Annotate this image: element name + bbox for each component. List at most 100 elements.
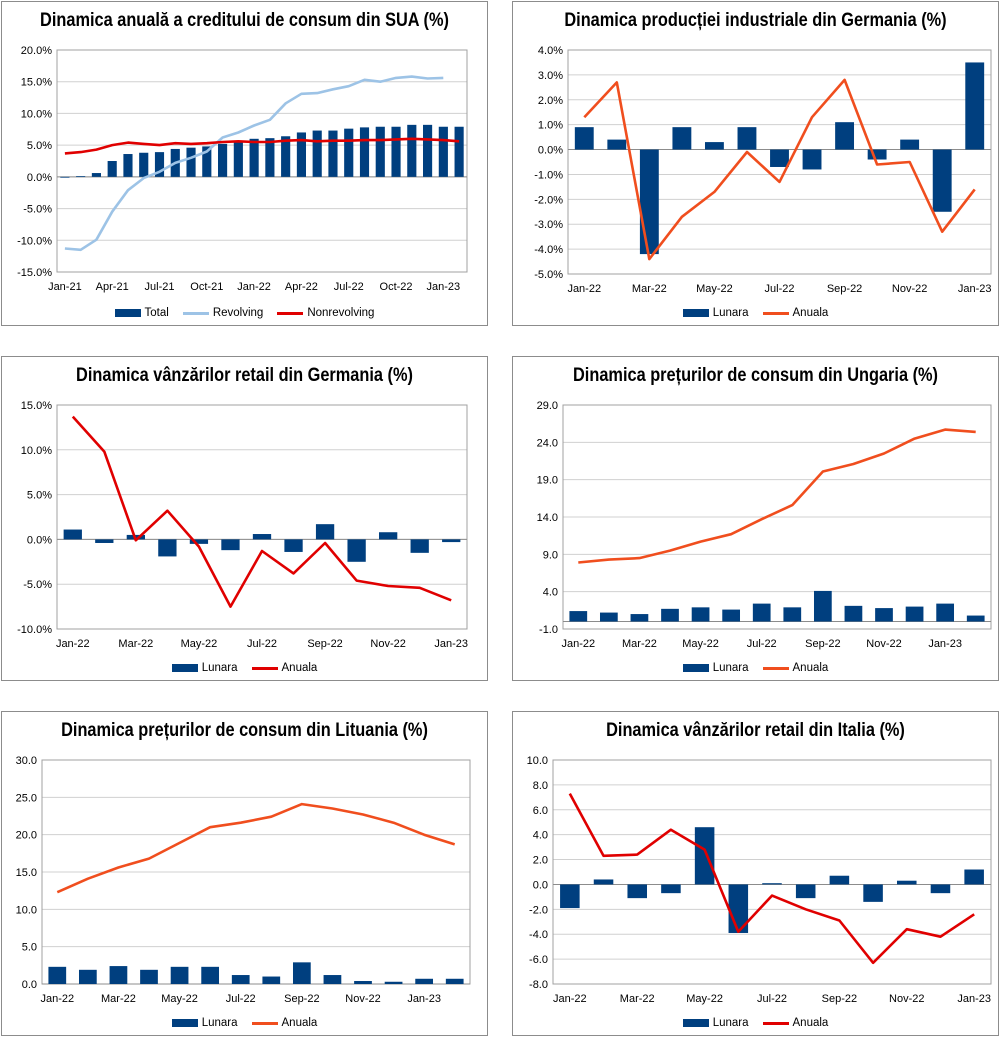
bar xyxy=(384,981,403,984)
bar xyxy=(593,879,614,885)
plot-area xyxy=(56,404,468,630)
x-tick-label: Sep-22 xyxy=(805,638,840,650)
y-tick-label: -6.0 xyxy=(529,954,548,966)
bar xyxy=(569,611,588,622)
bar xyxy=(284,539,303,552)
y-tick-label: 4.0 xyxy=(543,587,558,599)
bar xyxy=(218,143,228,177)
x-tick-label: Nov-22 xyxy=(345,993,380,1005)
bar xyxy=(966,615,985,622)
bar xyxy=(379,532,398,540)
x-tick-label: Sep-22 xyxy=(822,993,857,1005)
legend-item-revolving: Revolving xyxy=(182,307,263,319)
bar xyxy=(202,146,212,177)
bar xyxy=(170,966,189,984)
y-tick-label: 20.0% xyxy=(21,45,52,57)
legend-item-anuala: Anuala xyxy=(762,662,828,674)
x-tick-label: May-22 xyxy=(181,638,218,650)
y-tick-label: 10.0% xyxy=(21,445,52,457)
bar xyxy=(905,606,924,622)
x-tick-label: Nov-22 xyxy=(892,283,927,295)
x-tick-label: Nov-22 xyxy=(866,638,901,650)
legend-label: Lunara xyxy=(712,307,749,319)
bar xyxy=(315,524,335,540)
bar xyxy=(312,130,322,177)
bar xyxy=(407,124,417,177)
bar xyxy=(48,966,67,984)
legend-item-total: Total xyxy=(114,307,169,319)
bar xyxy=(189,539,209,544)
bar xyxy=(140,969,158,984)
x-tick-label: Jul-22 xyxy=(765,283,795,295)
y-tick-label: 5.0% xyxy=(27,490,52,502)
bar xyxy=(109,966,128,984)
y-tick-label: 2.0 xyxy=(533,855,548,867)
series-line xyxy=(583,78,976,261)
x-tick-label: Jan-23 xyxy=(434,638,468,650)
bar xyxy=(438,126,448,177)
chart-title: Dinamica anuală a creditului de consum d… xyxy=(40,10,449,31)
y-tick-label: -3.0% xyxy=(534,219,563,231)
bar xyxy=(354,981,372,984)
x-tick-label: Mar-22 xyxy=(620,993,655,1005)
chart-svg: -10.0% -5.0% 0.0% 5.0% 10.0% 15.0% Jan-22 Mar-2… xyxy=(17,400,468,650)
bar xyxy=(95,539,114,543)
bar xyxy=(965,62,985,150)
bar xyxy=(328,130,338,177)
legend-label: Anuala xyxy=(281,662,318,674)
bar xyxy=(252,534,272,540)
x-tick-label: Nov-22 xyxy=(889,993,924,1005)
bar xyxy=(863,884,883,902)
bar xyxy=(359,127,370,177)
x-tick-label: Apr-21 xyxy=(96,281,129,293)
bar xyxy=(762,883,782,885)
bar xyxy=(936,603,955,622)
x-tick-label: Jul-22 xyxy=(747,638,777,650)
x-tick-label: Jan-22 xyxy=(553,993,587,1005)
chart-svg: -15.0% -10.0% -5.0% 0.0% 5.0% 10.0% 15.0% 20.0%… xyxy=(17,45,468,293)
x-tick-label: Jan-22 xyxy=(567,283,601,295)
y-tick-label: 0.0% xyxy=(27,172,52,184)
y-tick-label: -1.0 xyxy=(539,624,558,636)
legend-label: Total xyxy=(144,307,169,319)
bar xyxy=(233,141,243,177)
chart-legend: Lunara Anuala xyxy=(2,662,487,674)
x-tick-label: Mar-22 xyxy=(118,638,153,650)
x-tick-label: Jan-21 xyxy=(48,281,82,293)
bar xyxy=(802,149,822,170)
series-line xyxy=(578,428,976,564)
bar xyxy=(158,539,177,557)
bar xyxy=(704,142,724,150)
bar xyxy=(930,884,951,894)
x-tick-label: Mar-22 xyxy=(101,993,136,1005)
x-tick-label: Oct-21 xyxy=(190,281,223,293)
x-tick-label: Jan-22 xyxy=(561,638,595,650)
x-tick-label: Mar-22 xyxy=(632,283,667,295)
chart-title: Dinamica vânzărilor retail din Italia (%… xyxy=(606,720,905,741)
bar xyxy=(844,605,863,622)
bar xyxy=(375,126,385,177)
chart-svg: -5.0% -4.0% -3.0% -2.0% -1.0% 0.0% 1.0% 2.0% 3.0… xyxy=(534,45,991,295)
legend-label: Nonrevolving xyxy=(307,307,375,319)
chart-svg: -8.0 -6.0 -4.0 -2.0 0.0 2.0 4.0 6.0 8.0 10.0 Jan-2… xyxy=(527,755,992,1005)
plot-area xyxy=(562,404,992,630)
legend-item-anuala: Anuala xyxy=(251,662,318,674)
chart-panel-hungary-cpi: Dinamica prețurilor de consum din Ungari… xyxy=(512,356,999,681)
bar xyxy=(770,149,789,167)
y-tick-label: 4.0% xyxy=(538,45,563,57)
chart-title: Dinamica vânzărilor retail din Germania … xyxy=(76,365,413,386)
bar xyxy=(560,884,580,909)
x-tick-label: Apr-22 xyxy=(285,281,318,293)
bar xyxy=(875,608,893,622)
y-tick-label: 0.0% xyxy=(538,145,563,157)
bar xyxy=(231,975,250,984)
bar xyxy=(78,969,97,984)
chart-svg: -1.0 4.0 9.0 14.0 19.0 24.0 29.0 Jan-22 Mar-22 Ma… xyxy=(537,400,992,650)
x-tick-label: Jul-22 xyxy=(247,638,277,650)
legend-item-lunara: Lunara xyxy=(682,1017,749,1029)
x-tick-label: Jan-22 xyxy=(40,993,74,1005)
x-tick-label: Jul-22 xyxy=(757,993,787,1005)
y-tick-label: -5.0% xyxy=(534,269,563,281)
chart-title: Dinamica prețurilor de consum din Ungari… xyxy=(573,365,938,386)
chart-panel-germany-industrial-production: Dinamica producției industriale din Germ… xyxy=(512,1,999,326)
